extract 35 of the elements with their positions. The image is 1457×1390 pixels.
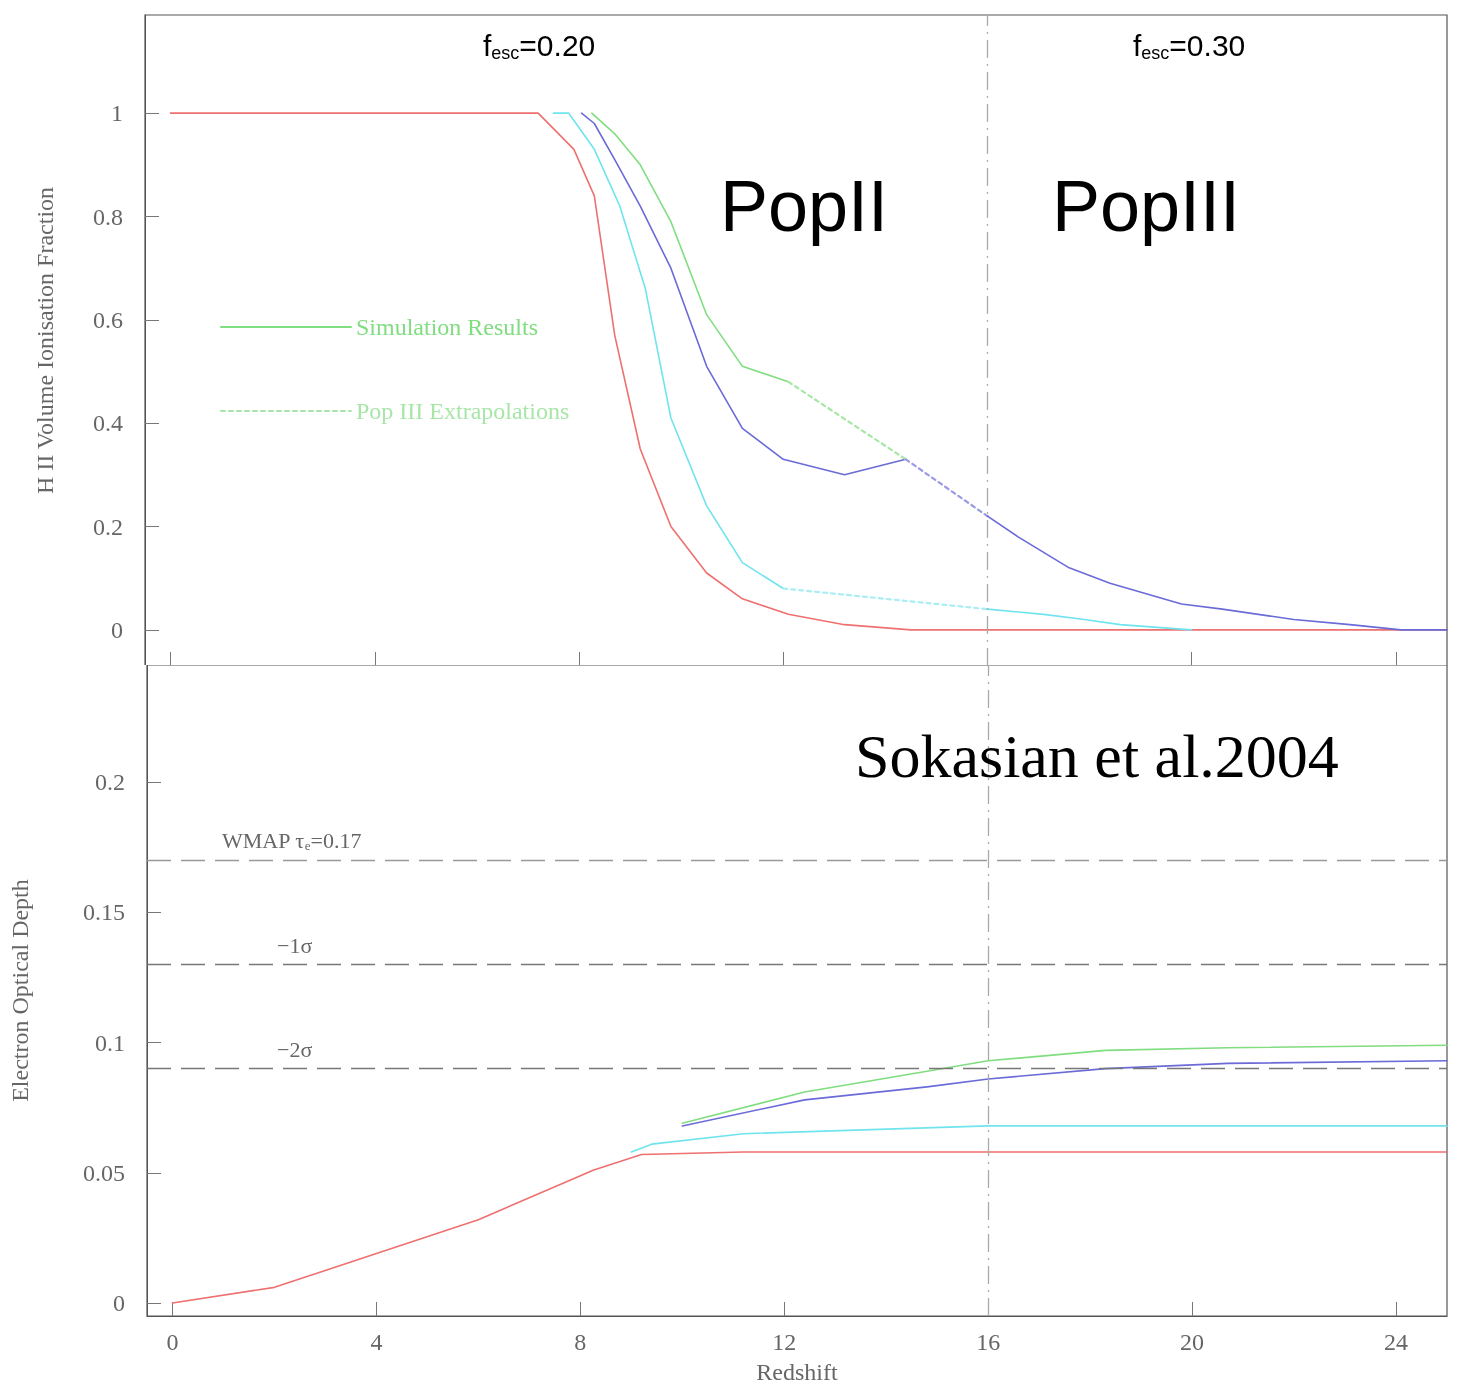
annotation: PopIII [1052,166,1241,246]
annotation: Sokasian et al.2004 [855,722,1339,790]
ref-line-label: −2σ [277,1037,313,1063]
x-tick-label: 4 [370,1329,383,1355]
x-tick-label: 0 [166,1329,179,1355]
x-tick-label: 8 [574,1329,587,1355]
line-series [681,1060,1448,1127]
y-tick-label: 0.05 [83,1159,125,1186]
line-series [986,608,1193,631]
y-tick-label: 1 [111,100,123,127]
line-series [630,1125,1448,1153]
y-axis-title: H II Volume Ionisation Fraction [32,186,58,495]
y-tick-label: 0.6 [93,306,123,333]
y-tick-label: 0.2 [93,513,123,540]
line-series [171,1151,1448,1304]
text: Pop III Extrapolations [356,398,570,424]
y-tick-label: 0 [113,1289,125,1316]
text: Simulation Results [356,314,539,340]
x-tick-label: 24 [1384,1329,1409,1355]
y-tick-label: 0.4 [93,410,123,437]
y-tick-label: 0.1 [95,1029,125,1056]
y-tick-label: 0 [111,616,123,643]
line-series [681,1044,1448,1125]
ref-line-label: −1σ [277,932,313,958]
x-tick-label: 12 [772,1329,797,1355]
x-tick-label: 20 [1180,1329,1205,1355]
y-axis-title: Electron Optical Depth [7,879,33,1102]
annotation: PopII [720,166,889,246]
x-axis-title: Redshift [756,1359,838,1385]
line-series [986,515,1448,631]
y-tick-label: 0.15 [83,899,125,926]
x-tick-label: 16 [976,1329,1001,1355]
line-series [580,112,907,476]
y-tick-label: 0.2 [95,769,125,796]
y-tick-label: 0.8 [93,203,123,230]
